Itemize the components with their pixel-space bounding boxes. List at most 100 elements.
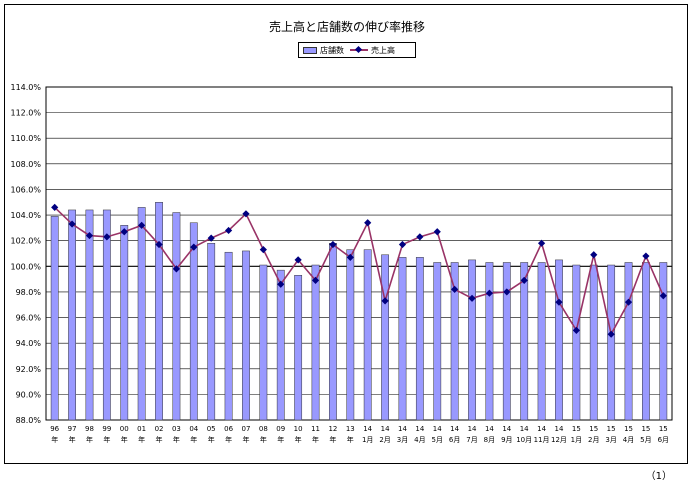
bar bbox=[555, 259, 563, 421]
legend-line-swatch bbox=[350, 46, 368, 54]
x-tick-label: 年 bbox=[173, 435, 180, 444]
sales-point bbox=[277, 280, 285, 288]
bar bbox=[589, 264, 598, 421]
sales-point bbox=[311, 276, 320, 284]
bar bbox=[624, 262, 633, 421]
sales-point bbox=[485, 289, 494, 297]
sales-point bbox=[381, 297, 389, 305]
bar bbox=[311, 264, 320, 421]
legend-label-sales: 売上高 bbox=[371, 45, 395, 55]
x-tick-label: 14 bbox=[450, 425, 459, 433]
x-tick-label: 3月 bbox=[605, 436, 616, 444]
bar bbox=[572, 264, 581, 421]
bar bbox=[155, 202, 163, 421]
x-tick-label: 年 bbox=[208, 435, 215, 444]
x-tick-label: 年 bbox=[156, 435, 163, 444]
x-tick-label: 12 bbox=[328, 425, 337, 433]
chart-title: 売上高と店舗数の伸び率推移 bbox=[268, 20, 425, 34]
sales-point bbox=[624, 298, 633, 306]
x-tick-label: 年 bbox=[347, 435, 354, 444]
x-tick-label: 5月 bbox=[640, 436, 651, 444]
x-tick-label: 14 bbox=[415, 425, 424, 433]
sales-point bbox=[659, 292, 667, 300]
x-tick-label: 年 bbox=[121, 435, 128, 444]
sales-point bbox=[294, 256, 302, 264]
bar bbox=[329, 243, 337, 421]
sales-point bbox=[138, 221, 146, 229]
bar bbox=[68, 209, 76, 421]
x-tick-label: 13 bbox=[346, 425, 355, 433]
x-tick-label: 年 bbox=[295, 435, 302, 444]
x-tick-label: 11 bbox=[311, 425, 320, 433]
y-tick-label: 108.0% bbox=[10, 160, 41, 169]
sales-point bbox=[103, 233, 111, 241]
y-tick-label: 114.0% bbox=[10, 83, 41, 92]
x-tick-label: 3月 bbox=[397, 436, 408, 444]
x-tick-label: 5月 bbox=[432, 436, 443, 444]
bar bbox=[363, 249, 372, 421]
x-tick-label: 07 bbox=[242, 425, 251, 433]
sales-point bbox=[224, 226, 233, 235]
bar bbox=[50, 216, 59, 421]
sales-point bbox=[398, 240, 407, 249]
x-tick-label: 年 bbox=[312, 435, 319, 444]
x-tick-label: 15 bbox=[641, 425, 650, 433]
bar bbox=[398, 257, 407, 421]
bar bbox=[450, 262, 459, 421]
bar bbox=[189, 222, 198, 421]
x-tick-label: 14 bbox=[502, 425, 511, 433]
x-tick-label: 04 bbox=[189, 425, 198, 433]
legend-label-stores: 店舗数 bbox=[320, 45, 344, 55]
bar bbox=[346, 249, 355, 421]
x-tick-label: 10月 bbox=[516, 436, 532, 444]
x-tick-label: 6月 bbox=[449, 436, 460, 444]
x-tick-label: 02 bbox=[155, 425, 164, 433]
sales-point bbox=[642, 252, 650, 260]
sales-point bbox=[68, 220, 76, 228]
x-tick-label: 01 bbox=[137, 425, 146, 433]
x-tick-label: 06 bbox=[224, 425, 233, 433]
bar bbox=[207, 243, 216, 421]
x-tick-label: 4月 bbox=[414, 436, 425, 444]
x-tick-label: 15 bbox=[607, 425, 616, 433]
x-tick-label: 03 bbox=[172, 425, 181, 433]
sales-point bbox=[207, 234, 215, 242]
x-tick-label: 08 bbox=[259, 425, 268, 433]
sales-point bbox=[433, 228, 441, 236]
x-tick-label: 年 bbox=[103, 435, 110, 444]
x-tick-label: 1月 bbox=[362, 436, 373, 444]
sales-point bbox=[364, 219, 372, 227]
x-tick-label: 15 bbox=[589, 425, 598, 433]
sales-point bbox=[451, 285, 459, 293]
sales-point bbox=[242, 210, 250, 218]
x-tick-label: 年 bbox=[225, 435, 232, 444]
bar bbox=[433, 262, 442, 421]
bar bbox=[381, 254, 389, 421]
bar bbox=[520, 262, 529, 421]
sales-point bbox=[555, 298, 563, 306]
sales-point bbox=[607, 330, 615, 338]
sales-line bbox=[54, 206, 665, 337]
y-tick-label: 96.0% bbox=[16, 314, 42, 323]
x-tick-label: 年 bbox=[86, 435, 93, 444]
x-tick-label: 00 bbox=[120, 425, 129, 433]
bar bbox=[502, 262, 511, 421]
x-tick-label: 年 bbox=[329, 435, 336, 444]
bar bbox=[537, 262, 546, 421]
y-tick-label: 106.0% bbox=[10, 185, 41, 194]
x-tick-label: 15 bbox=[572, 425, 581, 433]
sales-point bbox=[329, 240, 337, 249]
x-tick-label: 05 bbox=[207, 425, 216, 433]
bar bbox=[642, 262, 650, 421]
x-tick-label: 14 bbox=[433, 425, 442, 433]
x-tick-label: 2月 bbox=[379, 436, 390, 444]
x-tick-label: 96 bbox=[50, 425, 59, 433]
sales-point bbox=[346, 253, 354, 261]
y-tick-label: 92.0% bbox=[16, 365, 42, 374]
x-tick-label: 年 bbox=[138, 435, 145, 444]
sales-point bbox=[503, 288, 511, 296]
x-tick-label: 年 bbox=[242, 435, 249, 444]
sales-point bbox=[416, 233, 424, 241]
sales-point bbox=[120, 228, 128, 236]
